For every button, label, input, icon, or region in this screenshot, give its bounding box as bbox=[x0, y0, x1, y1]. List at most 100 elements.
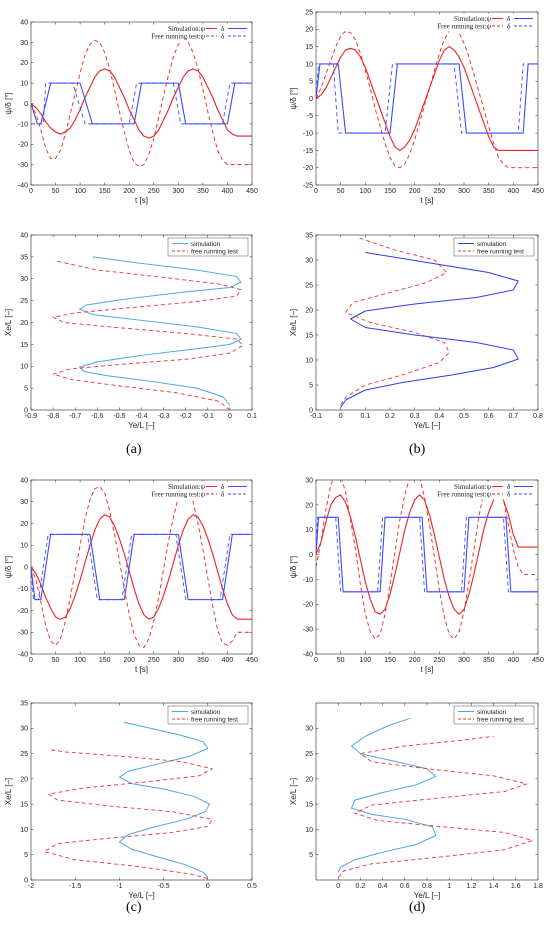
series-group bbox=[31, 39, 252, 168]
x-tick-label: 100 bbox=[359, 657, 371, 664]
legend-free-delta-label: δ bbox=[507, 491, 511, 499]
series-line-traj-free bbox=[43, 749, 213, 879]
x-axis-label: t [s] bbox=[135, 665, 148, 674]
x-tick-label: 450 bbox=[246, 657, 258, 664]
y-axis-label: Xe/L [–] bbox=[289, 778, 298, 805]
y-tick-label: -10 bbox=[303, 131, 313, 138]
chart-a-top: 0 50 100 150 200 250 300 350 400 450 -40 -30 -20 -10 0… bbox=[4, 19, 258, 205]
y-tick-label: 0 bbox=[309, 407, 313, 414]
legend-box bbox=[156, 481, 252, 500]
y-tick-label: 10 bbox=[305, 527, 313, 534]
chart-d-bottom: 0 0.2 0.4 0.6 0.8 1 1.2 1.4 1.6 1.8 5 10 15 20 25 30 Ye/… bbox=[289, 702, 543, 900]
x-tick-label: -1.5 bbox=[69, 883, 81, 890]
x-tick-label: 0 bbox=[339, 413, 343, 420]
plot-area bbox=[315, 234, 539, 411]
x-tick-label: -0.1 bbox=[202, 413, 214, 420]
x-axis-label: Ye/L [–] bbox=[414, 891, 441, 900]
x-tick-label: -0.9 bbox=[25, 413, 37, 420]
y-tick-label: 25 bbox=[305, 282, 313, 289]
y-tick-label: -25 bbox=[303, 182, 313, 189]
series-line-traj-free bbox=[52, 260, 244, 410]
y-tick-label: -40 bbox=[18, 651, 28, 658]
x-tick-label: 250 bbox=[433, 657, 445, 664]
x-tick-label: 150 bbox=[384, 657, 396, 664]
y-tick-label: -20 bbox=[303, 602, 313, 609]
y-tick-label: 30 bbox=[305, 477, 313, 484]
y-tick-label: 20 bbox=[20, 521, 28, 528]
y-tick-label: 5 bbox=[309, 382, 313, 389]
x-tick-label: 0 bbox=[29, 657, 33, 664]
y-tick-label: 15 bbox=[305, 802, 313, 809]
legend-free-label: Free running test:ψ bbox=[437, 491, 491, 499]
y-tick-label: 5 bbox=[309, 79, 313, 86]
x-axis-label: t [s] bbox=[135, 196, 148, 205]
y-tick-label: 25 bbox=[20, 751, 28, 758]
legend-box bbox=[453, 237, 535, 257]
x-tick-label: -1 bbox=[116, 883, 122, 890]
x-tick-label: -0.8 bbox=[47, 413, 59, 420]
x-axis-label: Ye/L [–] bbox=[128, 421, 155, 430]
x-tick-label: -0.5 bbox=[113, 413, 125, 420]
legend-free-label: free running test bbox=[191, 249, 238, 256]
x-tick-label: 400 bbox=[222, 188, 234, 195]
y-tick-label: -10 bbox=[303, 577, 313, 584]
y-tick-label: 15 bbox=[305, 44, 313, 51]
x-tick-label: 0.6 bbox=[400, 883, 410, 890]
series-line-free-psi bbox=[31, 39, 252, 168]
legend-sim-delta-label: δ bbox=[221, 25, 225, 33]
legend-box bbox=[167, 705, 249, 725]
chart-a-bottom: -0.9 -0.8 -0.7 -0.6 -0.5 -0.4 -0.3 -0.2 -0.1 0 0.1… bbox=[4, 232, 257, 430]
y-tick-label: 5 bbox=[309, 852, 313, 859]
series-line-sim-psi bbox=[31, 514, 252, 620]
x-tick-label: 0.2 bbox=[356, 883, 366, 890]
y-tick-label: 10 bbox=[20, 827, 28, 834]
x-tick-label: 50 bbox=[52, 188, 60, 195]
x-tick-label: 0.8 bbox=[422, 883, 432, 890]
y-tick-label: 20 bbox=[20, 320, 28, 327]
x-tick-label: 0.8 bbox=[533, 413, 543, 420]
x-tick-label: 0.5 bbox=[459, 413, 469, 420]
x-tick-label: -0.2 bbox=[180, 413, 192, 420]
y-tick-label: 10 bbox=[20, 364, 28, 371]
legend-box bbox=[442, 13, 538, 32]
x-tick-label: 200 bbox=[123, 657, 135, 664]
x-tick-label: 100 bbox=[74, 657, 86, 664]
y-tick-label: 20 bbox=[305, 307, 313, 314]
series-line-traj-free bbox=[337, 735, 533, 878]
x-tick-label: 50 bbox=[337, 657, 345, 664]
x-tick-label: 300 bbox=[458, 188, 470, 195]
x-tick-label: 150 bbox=[384, 188, 396, 195]
x-tick-label: 450 bbox=[246, 188, 258, 195]
x-axis-label: Ye/L [–] bbox=[414, 421, 441, 430]
legend-sim-label: Simulation:ψ bbox=[168, 483, 206, 491]
legend-sim-label: simulation bbox=[477, 241, 507, 248]
caption-c: (c) bbox=[126, 900, 142, 915]
x-tick-label: 350 bbox=[483, 657, 495, 664]
x-tick-label: -0.6 bbox=[91, 413, 103, 420]
legend-free-label: Free running test:ψ bbox=[437, 23, 491, 31]
legend-sim-label: Simulation:ψ bbox=[454, 483, 492, 491]
y-tick-label: 15 bbox=[20, 802, 28, 809]
legend-free-label: free running test bbox=[477, 717, 524, 724]
x-tick-label: 400 bbox=[507, 188, 519, 195]
y-tick-label: 40 bbox=[20, 232, 28, 239]
x-tick-label: -0.4 bbox=[135, 413, 147, 420]
y-tick-label: 25 bbox=[305, 751, 313, 758]
x-axis-label: Ye/L [–] bbox=[128, 891, 155, 900]
y-tick-label: 20 bbox=[305, 27, 313, 34]
series-group bbox=[337, 717, 533, 878]
series-group bbox=[52, 256, 244, 410]
x-tick-label: 0 bbox=[206, 883, 210, 890]
x-tick-label: -0.5 bbox=[158, 883, 170, 890]
x-tick-label: 100 bbox=[74, 188, 86, 195]
plot-area bbox=[315, 702, 539, 881]
x-tick-label: -2 bbox=[28, 883, 34, 890]
y-tick-label: -20 bbox=[18, 142, 28, 149]
y-tick-label: 10 bbox=[20, 543, 28, 550]
x-tick-label: 0.4 bbox=[434, 413, 444, 420]
plot-area bbox=[30, 21, 253, 186]
series-group bbox=[43, 721, 213, 879]
y-tick-label: 0 bbox=[24, 564, 28, 571]
y-tick-label: 5 bbox=[24, 852, 28, 859]
